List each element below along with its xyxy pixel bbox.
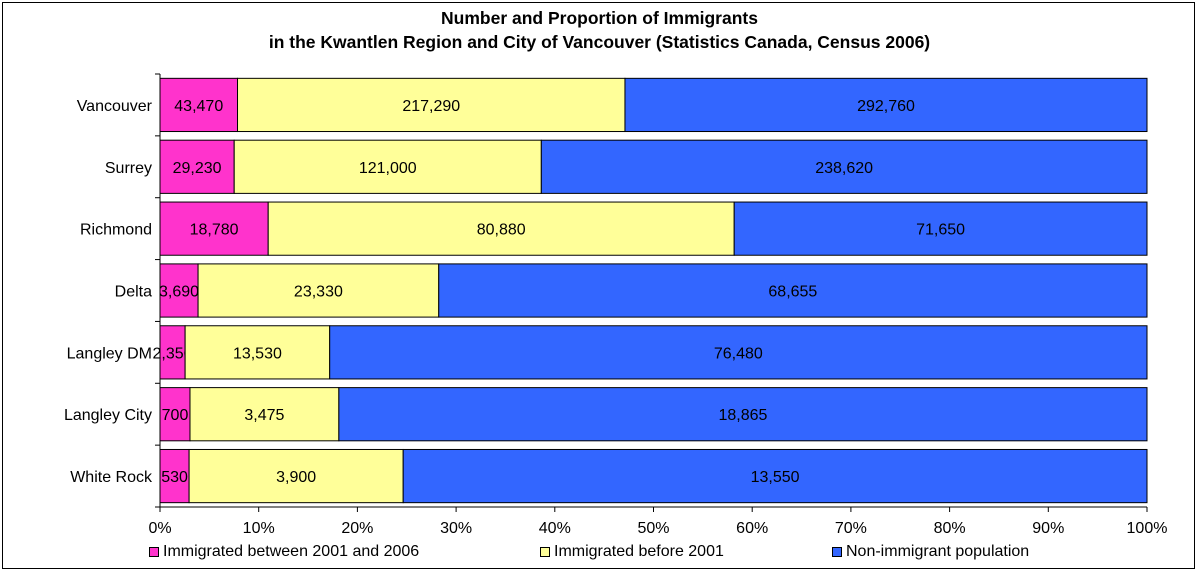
data-label-richmond-series-0: 18,780: [190, 222, 239, 239]
x-tick-label: 0%: [148, 520, 171, 537]
data-label-delta-series-2: 68,655: [768, 284, 817, 301]
chart-subtitle: in the Kwantlen Region and City of Vanco…: [268, 32, 931, 52]
legend-swatch-nonimmigrant: [832, 547, 842, 557]
category-label-vancouver: Vancouver: [77, 98, 153, 115]
data-label-vancouver-series-2: 292,760: [857, 98, 915, 115]
data-label-langley-city-series-0: 700: [162, 407, 189, 424]
bar-surrey-series-2: [540, 139, 1148, 194]
data-label-richmond-series-1: 80,880: [477, 222, 526, 239]
data-label-vancouver-series-1: 217,290: [402, 98, 460, 115]
data-label-vancouver-series-0: 43,470: [174, 98, 223, 115]
bar-vancouver-series-2: [624, 77, 1148, 133]
x-tick-label: 20%: [341, 520, 373, 537]
bar-langley-city-series-1: [189, 387, 340, 442]
data-label-richmond-series-2: 71,650: [916, 222, 965, 239]
data-label-langley-city-series-2: 18,865: [718, 407, 767, 424]
legend-swatch-before: [540, 547, 550, 557]
bar-white-rock-series-0: [159, 448, 190, 504]
bar-delta-series-0: [159, 263, 199, 318]
category-label-delta: Delta: [115, 284, 152, 301]
legend-label-recent: Immigrated between 2001 and 2006: [163, 543, 420, 560]
category-label-langley-city: Langley City: [64, 407, 152, 424]
data-label-white-rock-series-0: 530: [161, 469, 188, 486]
bar-white-rock-series-1: [188, 448, 404, 504]
data-label-delta-series-1: 23,330: [294, 284, 343, 301]
category-label-white-rock: White Rock: [70, 469, 153, 486]
x-tick-label: 60%: [736, 520, 768, 537]
category-label-langley-dm: Langley DM: [67, 345, 152, 362]
x-tick-label: 90%: [1032, 520, 1064, 537]
bar-richmond-series-0: [159, 201, 269, 256]
x-tick-label: 80%: [934, 520, 966, 537]
bar-white-rock-series-2: [402, 448, 1148, 504]
legend: Immigrated between 2001 and 2006 Immigra…: [0, 543, 1199, 565]
x-tick-label: 100%: [1127, 520, 1168, 537]
bar-vancouver-series-1: [237, 77, 626, 133]
data-label-langley-dm-series-1: 13,530: [233, 345, 282, 362]
category-label-richmond: Richmond: [80, 222, 152, 239]
legend-item-before: Immigrated before 2001: [540, 543, 724, 561]
bar-delta-series-1: [197, 263, 440, 318]
data-label-white-rock-series-2: 13,550: [751, 469, 800, 486]
data-label-white-rock-series-1: 3,900: [276, 469, 316, 486]
bar-richmond-series-1: [267, 201, 735, 256]
data-label-langley-dm-series-2: 76,480: [714, 345, 763, 362]
x-tick-label: 30%: [440, 520, 472, 537]
bar-delta-series-2: [438, 263, 1148, 318]
bar-langley-dm-series-2: [329, 325, 1148, 380]
data-label-langley-city-series-1: 3,475: [244, 407, 284, 424]
chart-title: Number and Proportion of Immigrants: [441, 8, 758, 28]
legend-label-nonimmigrant: Non-immigrant population: [846, 543, 1030, 560]
data-label-surrey-series-2: 238,620: [815, 160, 873, 177]
bar-richmond-series-2: [733, 201, 1148, 256]
bar-surrey-series-0: [159, 139, 235, 194]
bar-langley-city-series-2: [338, 387, 1148, 442]
data-label-langley-dm-series-0: 2,350: [153, 345, 193, 362]
x-tick-label: 50%: [637, 520, 669, 537]
category-label-surrey: Surrey: [105, 160, 152, 177]
bar-surrey-series-1: [233, 139, 542, 194]
data-label-surrey-series-0: 29,230: [173, 160, 222, 177]
bar-langley-dm-series-1: [184, 325, 331, 380]
chart-title-block: Number and Proportion of Immigrants in t…: [0, 6, 1199, 54]
data-label-delta-series-0: 3,690: [159, 284, 199, 301]
legend-swatch-recent: [149, 547, 159, 557]
data-label-surrey-series-1: 121,000: [359, 160, 417, 177]
legend-item-recent: Immigrated between 2001 and 2006: [149, 543, 419, 561]
x-tick-label: 70%: [835, 520, 867, 537]
legend-label-before: Immigrated before 2001: [554, 543, 724, 560]
legend-item-nonimmigrant: Non-immigrant population: [832, 543, 1029, 561]
x-tick-label: 10%: [243, 520, 275, 537]
x-tick-label: 40%: [539, 520, 571, 537]
